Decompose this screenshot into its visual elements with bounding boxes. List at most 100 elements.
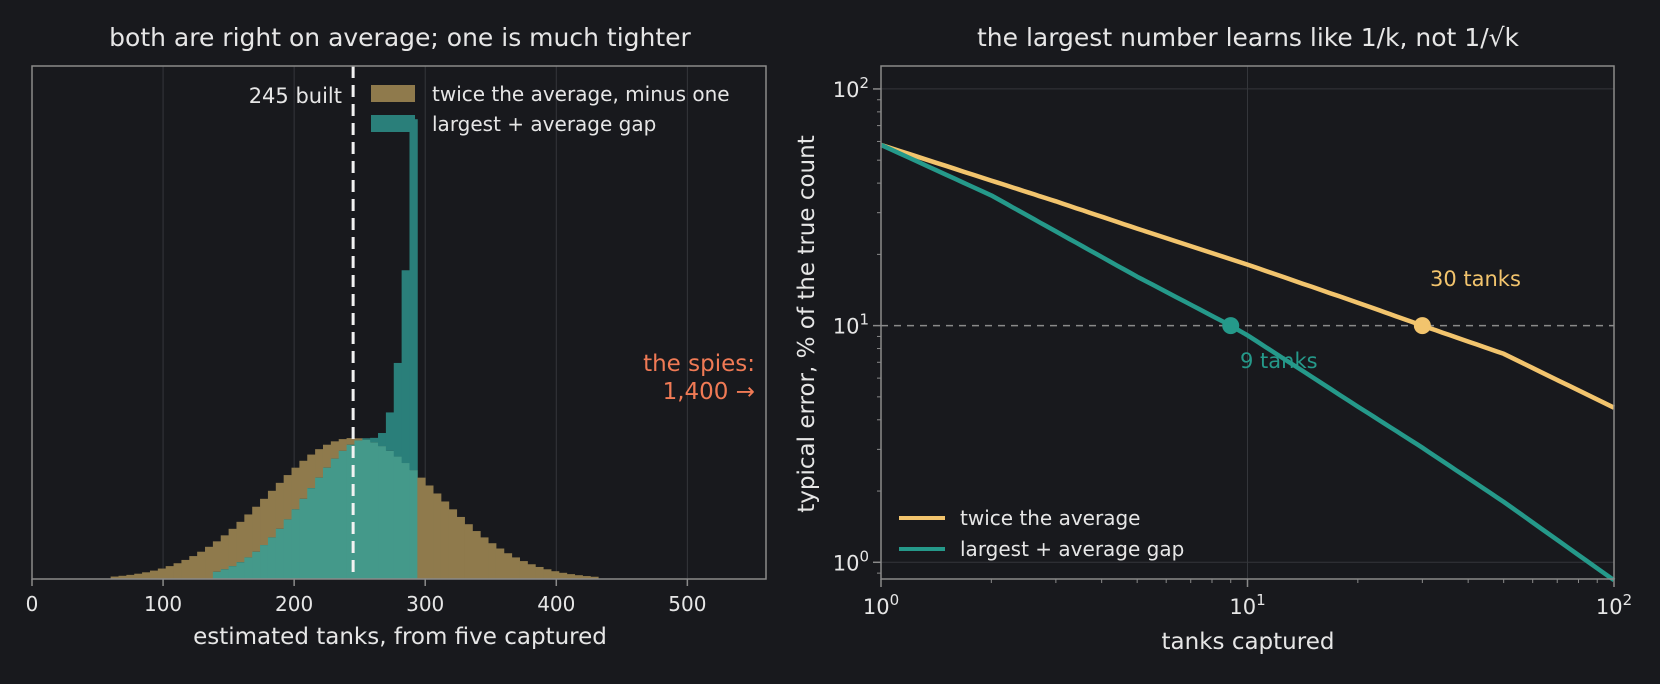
true-value-label: 245 built xyxy=(249,84,342,108)
histogram-bar-twice-average xyxy=(220,535,230,570)
histogram-bar-largest-gap xyxy=(385,412,395,451)
histogram-bar-twice-average xyxy=(212,541,222,572)
histogram-bar-twice-average xyxy=(283,475,292,520)
histogram-bar-twice-average xyxy=(205,546,214,579)
error-x-tick-label: 101 xyxy=(1229,591,1265,619)
histogram-bar-overlap xyxy=(291,509,300,579)
histogram-bar-overlap xyxy=(252,551,261,579)
error-curves xyxy=(880,142,1616,583)
histogram-bar-largest-gap xyxy=(409,119,418,471)
histogram-bar-twice-average xyxy=(582,576,591,579)
histogram-bar-overlap xyxy=(244,557,253,579)
error-panel: the largest number learns like 1/k, not … xyxy=(794,23,1632,655)
histogram-bar-twice-average xyxy=(236,521,245,563)
histogram-bar-twice-average xyxy=(527,564,536,579)
histogram-bar-twice-average xyxy=(189,556,198,579)
histogram-bar-twice-average xyxy=(574,575,583,579)
histogram-bar-largest-gap xyxy=(378,433,387,447)
histogram-x-tick-label: 300 xyxy=(406,592,444,616)
histogram-bar-overlap xyxy=(299,498,308,579)
error-y-tick-label: 102 xyxy=(833,74,869,102)
histogram-bar-twice-average xyxy=(425,485,434,579)
histogram-bar-twice-average xyxy=(252,506,261,552)
marker-label-30-tanks: 30 tanks xyxy=(1430,267,1521,291)
legend-label-largest-gap: largest + average gap xyxy=(432,112,656,136)
histogram-bar-twice-average xyxy=(503,553,513,579)
error-markers xyxy=(1222,317,1431,335)
histogram-bar-overlap xyxy=(260,545,269,579)
histogram-bar-overlap xyxy=(236,562,245,579)
histogram-bar-overlap xyxy=(338,450,347,579)
legend-swatch-largest-gap xyxy=(371,115,415,132)
histogram-bar-overlap xyxy=(409,470,418,579)
histogram-bar-overlap xyxy=(315,477,324,579)
histogram-x-tick-label: 100 xyxy=(144,592,182,616)
histogram-bar-twice-average xyxy=(590,576,599,579)
histogram-panel: both are right on average; one is much t… xyxy=(26,23,767,650)
curve-largest-average-gap xyxy=(880,142,1616,583)
histogram-bar-twice-average xyxy=(417,477,426,579)
error-ticks: 100 101 102 100 101 102 xyxy=(833,74,1632,619)
histogram-bar-twice-average xyxy=(157,568,167,579)
histogram-x-ticks: 0 100 200 300 400 500 xyxy=(26,579,706,616)
histogram-x-tick-label: 400 xyxy=(537,592,575,616)
histogram-bars xyxy=(110,119,599,579)
histogram-bar-twice-average xyxy=(535,566,544,579)
legend-label-largest-average-gap: largest + average gap xyxy=(960,537,1184,561)
histogram-bar-twice-average xyxy=(495,548,505,579)
histogram-bar-twice-average xyxy=(440,501,450,579)
histogram-bar-twice-average xyxy=(566,574,576,579)
error-y-tick-label: 101 xyxy=(833,311,869,339)
histogram-bar-twice-average xyxy=(511,557,520,579)
histogram-bar-overlap xyxy=(307,488,316,579)
histogram-bar-overlap xyxy=(401,463,410,579)
histogram-bar-twice-average xyxy=(197,551,206,579)
histogram-bar-twice-average xyxy=(149,570,159,579)
histogram-bar-overlap xyxy=(362,439,371,579)
histogram-bar-twice-average xyxy=(480,537,489,579)
histogram-bar-twice-average xyxy=(299,460,308,499)
histogram-legend: twice the average, minus one largest + a… xyxy=(371,82,730,136)
histogram-bar-overlap xyxy=(322,467,332,579)
histogram-bar-overlap xyxy=(228,566,237,579)
histogram-bar-twice-average xyxy=(472,531,481,579)
histogram-bar-twice-average xyxy=(322,444,332,468)
histogram-bar-twice-average xyxy=(260,498,269,546)
histogram-bar-twice-average xyxy=(291,467,300,510)
histogram-bar-twice-average xyxy=(228,528,237,567)
histogram-bar-largest-gap xyxy=(401,270,410,464)
histogram-bar-overlap xyxy=(283,519,292,579)
histogram-bar-twice-average xyxy=(519,561,528,579)
histogram-bar-twice-average xyxy=(433,493,442,579)
histogram-bar-twice-average xyxy=(173,563,182,579)
error-legend: twice the average largest + average gap xyxy=(899,506,1184,561)
histogram-bar-overlap xyxy=(378,446,387,579)
histogram-bar-twice-average xyxy=(456,516,465,579)
histogram-bar-twice-average xyxy=(142,572,151,579)
histogram-bar-twice-average xyxy=(551,571,560,579)
histogram-bar-overlap xyxy=(267,537,277,579)
histogram-bar-twice-average xyxy=(448,509,458,579)
histogram-bar-twice-average xyxy=(558,572,568,579)
histogram-bar-overlap xyxy=(354,440,363,579)
error-x-tick-label: 100 xyxy=(863,591,899,619)
curve-twice-the-average xyxy=(880,142,1615,410)
histogram-bar-twice-average xyxy=(165,566,174,579)
histogram-bar-twice-average xyxy=(315,449,324,478)
histogram-bar-twice-average xyxy=(275,482,285,529)
histogram-bar-twice-average xyxy=(307,454,316,489)
histogram-bar-twice-average xyxy=(118,575,127,579)
histogram-x-label: estimated tanks, from five captured xyxy=(193,624,607,650)
histogram-bar-overlap xyxy=(370,442,379,579)
histogram-bar-overlap xyxy=(212,571,222,579)
histogram-bar-twice-average xyxy=(267,490,277,538)
histogram-bar-largest-gap xyxy=(370,437,379,443)
histogram-bar-overlap xyxy=(346,444,355,579)
histogram-bar-twice-average xyxy=(244,514,253,558)
histogram-x-tick-label: 200 xyxy=(275,592,313,616)
histogram-x-tick-label: 500 xyxy=(668,592,706,616)
histogram-bar-overlap xyxy=(275,528,285,579)
histogram-x-tick-label: 0 xyxy=(26,592,39,616)
histogram-bar-twice-average xyxy=(181,559,190,579)
